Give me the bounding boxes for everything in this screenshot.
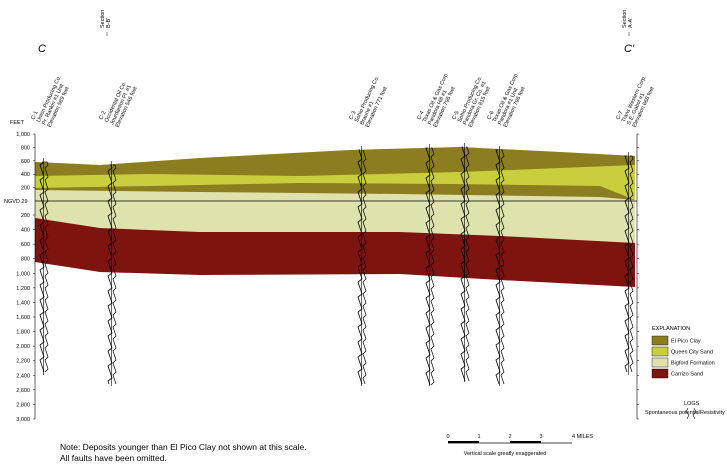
well-id: C-2 xyxy=(98,110,107,121)
section-marker-label: Section xyxy=(100,10,106,28)
depth-label: 200 xyxy=(21,186,30,192)
depth-label: 400 xyxy=(21,172,30,178)
legend-label: El Pico Clay xyxy=(671,339,701,345)
well-resistivity-log xyxy=(629,155,634,373)
depth-label: 1,000 xyxy=(16,132,30,138)
scale-label: 3 xyxy=(539,434,542,440)
depth-label: 3,000 xyxy=(16,417,30,423)
well-resistivity-log xyxy=(465,146,470,382)
well-resistivity-log xyxy=(430,147,435,386)
depth-unit: FEET xyxy=(10,120,25,126)
depth-label: 2,800 xyxy=(16,402,30,408)
explanation-title: EXPLANATION xyxy=(652,326,690,332)
scale-label: 0 xyxy=(446,434,449,440)
depth-label: 800 xyxy=(21,257,30,263)
logs-title: LOGS xyxy=(684,401,700,407)
depth-label: 600 xyxy=(21,159,30,165)
queen-city-layer xyxy=(35,165,635,200)
well-sp-log xyxy=(460,146,466,382)
legend-label: Carrizo Sand xyxy=(671,372,703,378)
legend-swatch xyxy=(651,357,669,368)
depth-label: 1,600 xyxy=(16,315,30,321)
logs-left: Spontaneous potential xyxy=(645,410,700,416)
well-id: C-1 xyxy=(30,110,39,121)
section-marker-id: A-A' xyxy=(628,18,634,28)
depth-label: 200 xyxy=(21,213,30,219)
well-sp-log xyxy=(357,149,363,385)
section-marker-id: B-B' xyxy=(106,18,112,28)
legend-swatch xyxy=(651,335,669,346)
depth-label: 2,600 xyxy=(16,388,30,394)
well-id: C-3 xyxy=(348,110,357,121)
scale-note: Vertical scale greatly exaggerated xyxy=(464,451,547,457)
datum-label: NGVD 29 xyxy=(4,199,28,205)
legend-label: Queen City Sand xyxy=(671,350,713,356)
depth-label: 2,200 xyxy=(16,359,30,365)
well-sp-log xyxy=(624,155,630,373)
well-id: C-6 xyxy=(486,110,495,121)
legend: El Pico Clay Queen City Sand Bigford Forma… xyxy=(651,335,715,379)
depth-label: 2,000 xyxy=(16,344,30,350)
section-start: C xyxy=(38,43,46,55)
carrizo-layer xyxy=(35,218,635,287)
depth-label: 1,200 xyxy=(16,286,30,292)
section-marker: Section A-A' xyxy=(622,10,634,28)
depth-label: 1,000 xyxy=(16,271,30,277)
note: All faults have been omitted. xyxy=(60,453,167,463)
section-marker: Section B-B' xyxy=(100,10,112,28)
section-end: C' xyxy=(624,43,635,55)
well-resistivity-log xyxy=(500,149,505,385)
el-pico-layer xyxy=(35,147,635,200)
depth-label: 1,400 xyxy=(16,300,30,306)
depth-label: 600 xyxy=(21,242,30,248)
well-id: C-5 xyxy=(451,110,460,121)
well-logs xyxy=(39,143,634,386)
legend-swatch xyxy=(651,368,669,379)
scale-label: 1 xyxy=(477,434,480,440)
logs-symbol xyxy=(685,407,697,420)
depth-label: 1,800 xyxy=(16,330,30,336)
scale-label: 4 MILES xyxy=(572,434,593,440)
well-resistivity-log xyxy=(44,161,49,373)
well-resistivity-log xyxy=(112,164,117,385)
depth-label: 2,400 xyxy=(16,373,30,379)
note: Note: Deposits younger than El Pico Clay… xyxy=(60,442,307,452)
section-marker-label: Section xyxy=(622,10,628,28)
depth-label: 800 xyxy=(21,145,30,151)
well-resistivity-log xyxy=(362,149,367,385)
well-id: C-7 xyxy=(615,110,624,121)
legend-swatch xyxy=(651,346,669,357)
well-id: C-4 xyxy=(416,110,425,121)
legend-label: Bigford Formation xyxy=(671,361,715,367)
logs-right: Resistivity xyxy=(700,410,725,416)
depth-label: 400 xyxy=(21,228,30,234)
scale-label: 2 xyxy=(508,434,511,440)
well-sp-log xyxy=(425,147,431,386)
scale-bar xyxy=(448,441,572,444)
